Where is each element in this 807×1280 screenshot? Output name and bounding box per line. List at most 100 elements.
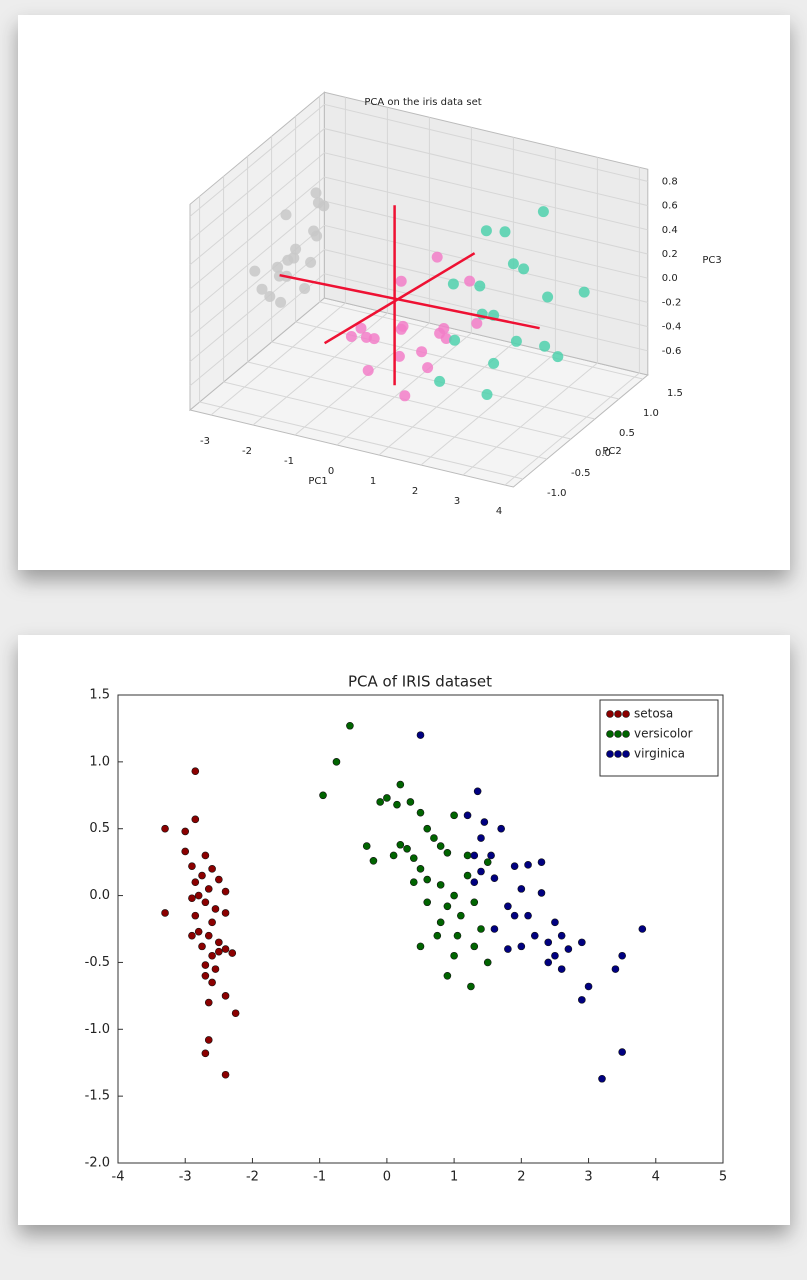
point <box>188 894 196 903</box>
point <box>467 982 475 991</box>
chart-title: PCA of IRIS dataset <box>348 673 492 691</box>
point <box>161 824 169 833</box>
x-tick-label: 3 <box>584 1170 592 1185</box>
point <box>481 389 493 400</box>
z-tick-label: 0.2 <box>662 249 678 260</box>
point <box>161 909 169 917</box>
point <box>191 767 200 776</box>
point <box>181 847 190 856</box>
point <box>497 824 505 833</box>
point <box>332 758 341 766</box>
point <box>539 340 551 352</box>
plot: -4 -3 -2 -1 0 1 2 3 4 5 -2.0 -1.5 -1.0 -0.5 0.0 0.5 1.0 1… <box>85 688 728 1185</box>
point <box>564 945 573 953</box>
point <box>280 209 292 221</box>
point <box>221 992 230 1000</box>
y-tick-label: -1.0 <box>547 488 567 499</box>
grid-line <box>189 273 648 387</box>
grid-line <box>252 107 388 426</box>
legend-marker <box>614 750 622 758</box>
chart-3d: -3 -2 -1 0 1 2 3 4 -1.0 -0.5 0.0 0.5 1.0 1.5 -0.6 -0.4 -… <box>188 91 722 517</box>
point <box>211 965 220 973</box>
point <box>204 885 213 893</box>
point <box>473 787 482 796</box>
point <box>290 243 302 255</box>
point <box>470 851 479 860</box>
point <box>480 818 489 826</box>
point <box>436 918 445 927</box>
point <box>423 875 432 884</box>
point <box>443 848 452 857</box>
point <box>204 1036 213 1044</box>
legend-marker <box>622 710 630 718</box>
point <box>221 909 230 917</box>
point <box>537 889 546 897</box>
point <box>416 942 425 951</box>
point <box>510 335 522 347</box>
z-tick-label: -0.2 <box>662 297 682 308</box>
point <box>443 971 452 980</box>
point <box>433 931 442 940</box>
x-axis-label: PC1 <box>308 476 327 487</box>
grid-line <box>189 152 648 266</box>
x-tick-label: 1 <box>450 1170 458 1185</box>
point <box>544 958 553 967</box>
point <box>490 925 499 933</box>
point <box>204 998 213 1007</box>
point <box>434 375 446 387</box>
point <box>403 844 411 853</box>
point <box>504 902 512 911</box>
point <box>310 187 322 199</box>
y-tick-label: 0.0 <box>89 888 110 903</box>
point <box>369 857 378 865</box>
point <box>436 842 445 850</box>
legend-marker <box>606 710 614 718</box>
x-tick-label: -3 <box>179 1170 192 1185</box>
grid-line <box>294 117 430 436</box>
point <box>416 865 425 873</box>
x-tick-label: 2 <box>517 1170 525 1185</box>
point <box>618 951 626 960</box>
point <box>221 945 230 953</box>
point <box>438 323 450 335</box>
point <box>474 280 486 292</box>
point <box>208 865 216 873</box>
y-tick-label: -0.5 <box>571 468 591 479</box>
point <box>282 254 294 266</box>
point <box>355 322 367 334</box>
point <box>578 996 586 1004</box>
point <box>215 938 223 947</box>
point <box>275 296 287 308</box>
plot: -3 -2 -1 0 1 2 3 4 -1.0 -0.5 0.0 0.5 1.0 1.5 -0.6 -0.4 -… <box>188 91 683 517</box>
grid-line <box>336 127 472 446</box>
point <box>477 925 485 933</box>
grid-line <box>189 249 648 362</box>
point <box>221 887 230 896</box>
point <box>416 731 425 739</box>
point <box>611 965 620 973</box>
principal-axis <box>323 252 476 345</box>
point <box>557 965 566 973</box>
point <box>273 270 285 282</box>
z-axis-label: PC3 <box>702 255 721 266</box>
point <box>537 206 549 218</box>
point <box>517 885 526 893</box>
point <box>201 971 210 980</box>
grid-line <box>189 224 648 338</box>
point <box>396 780 405 789</box>
point <box>362 842 371 850</box>
point <box>471 317 483 329</box>
point <box>396 840 405 849</box>
point <box>211 905 220 913</box>
plot-area <box>117 694 724 1164</box>
point <box>470 878 479 887</box>
point <box>510 911 519 920</box>
point <box>510 862 519 870</box>
point <box>215 875 223 884</box>
y-axis-label: PC2 <box>602 446 621 457</box>
grid-line <box>223 176 548 460</box>
point <box>524 911 532 920</box>
point <box>450 951 458 960</box>
point <box>431 251 443 263</box>
point <box>552 351 564 363</box>
